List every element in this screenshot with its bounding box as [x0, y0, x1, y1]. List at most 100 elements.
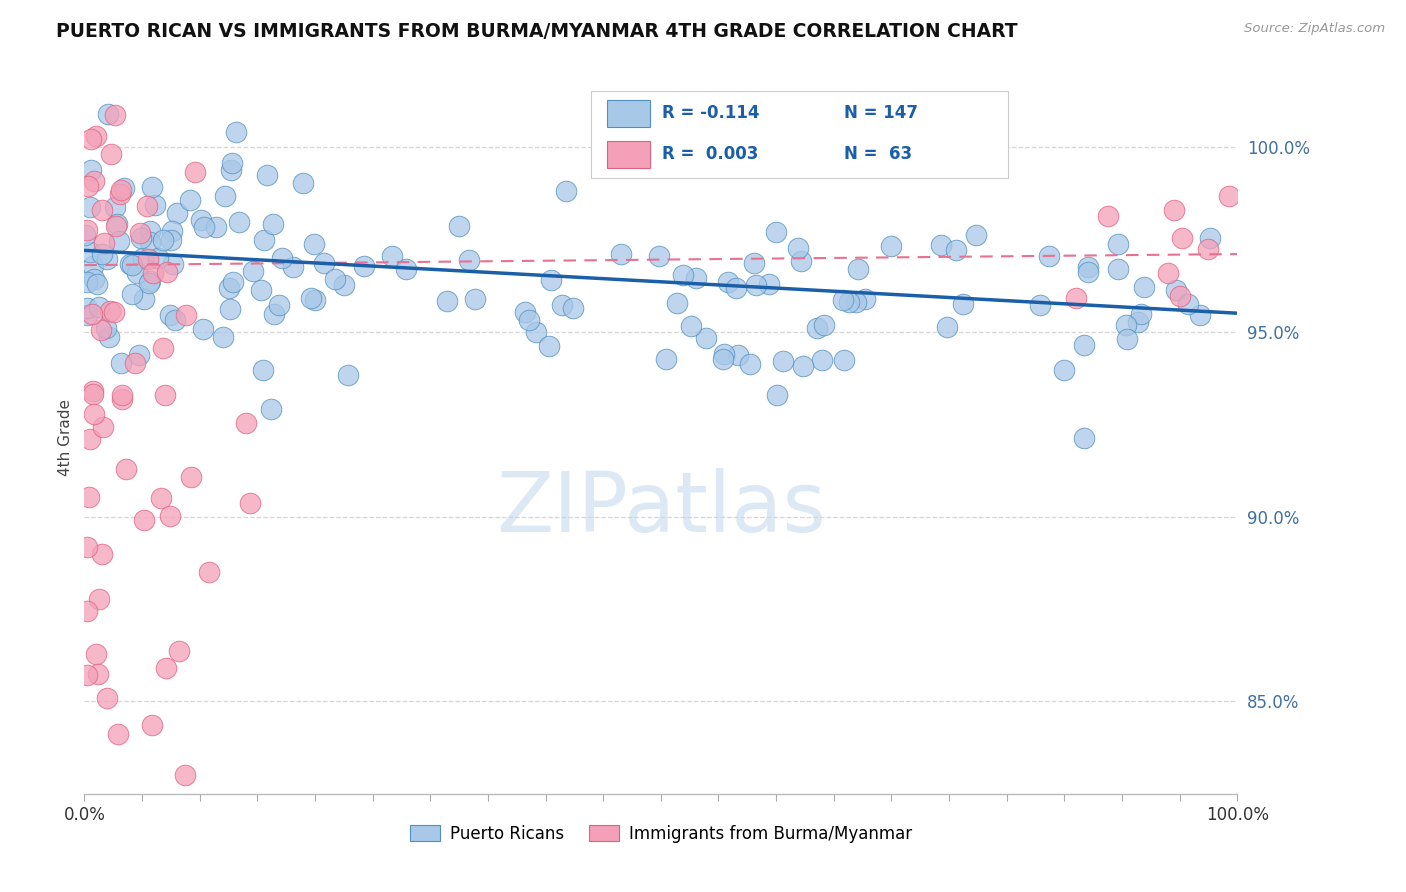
Point — [128, 348, 150, 362]
Text: N =  63: N = 63 — [844, 145, 911, 163]
Point — [118, 256, 141, 270]
Point — [832, 352, 855, 367]
Point — [1107, 236, 1129, 251]
Text: PUERTO RICAN VS IMMIGRANTS FROM BURMA/MYANMAR 4TH GRADE CORRELATION CHART: PUERTO RICAN VS IMMIGRANTS FROM BURMA/MY… — [56, 22, 1018, 41]
Point — [765, 225, 787, 239]
Point — [91, 247, 114, 261]
Point — [160, 224, 183, 238]
Point — [1164, 284, 1187, 298]
Point — [76, 275, 98, 289]
Point — [111, 392, 134, 406]
Point — [139, 235, 162, 249]
Point — [80, 163, 103, 178]
Point — [711, 351, 734, 366]
Point — [225, 125, 247, 139]
Point — [695, 331, 717, 345]
Y-axis label: 4th Grade: 4th Grade — [58, 399, 73, 475]
Point — [1177, 297, 1199, 311]
Point — [537, 339, 560, 353]
Point — [96, 321, 118, 335]
Point — [772, 354, 794, 368]
Point — [76, 223, 98, 237]
Point — [77, 490, 100, 504]
Point — [80, 306, 103, 320]
Point — [323, 272, 346, 286]
Point — [83, 407, 105, 421]
Point — [222, 275, 245, 289]
Point — [80, 132, 103, 146]
Point — [1171, 231, 1194, 245]
Point — [270, 251, 292, 265]
Point — [1097, 209, 1119, 223]
Point — [519, 313, 541, 327]
Point — [235, 416, 257, 430]
Point — [104, 219, 127, 233]
Point — [174, 308, 197, 322]
Point — [141, 717, 163, 731]
Point — [146, 251, 169, 265]
Point — [936, 319, 959, 334]
Point — [380, 250, 402, 264]
Point — [76, 540, 98, 554]
Point — [262, 217, 284, 231]
Point — [716, 275, 738, 289]
Point — [76, 308, 98, 322]
Point — [540, 273, 562, 287]
Point — [464, 292, 486, 306]
Point — [792, 359, 814, 374]
Point — [138, 276, 160, 290]
Point — [1157, 266, 1180, 280]
Point — [83, 174, 105, 188]
Point — [159, 508, 181, 523]
Point — [110, 183, 132, 197]
Point — [156, 265, 179, 279]
Point — [1133, 280, 1156, 294]
Point — [104, 108, 127, 122]
Point — [790, 254, 813, 268]
Point — [166, 206, 188, 220]
Point — [1168, 289, 1191, 303]
Point — [725, 281, 748, 295]
Point — [114, 462, 136, 476]
Point — [155, 388, 177, 402]
Point — [104, 200, 127, 214]
Point — [312, 256, 335, 270]
Point — [86, 277, 108, 291]
Point — [713, 347, 735, 361]
Point — [228, 214, 250, 228]
Point — [811, 352, 834, 367]
Point — [82, 259, 104, 273]
Point — [138, 274, 160, 288]
Point — [1107, 261, 1129, 276]
Point — [787, 242, 810, 256]
Point — [250, 283, 273, 297]
Point — [105, 217, 128, 231]
Point — [100, 147, 122, 161]
Point — [1115, 332, 1137, 346]
Point — [221, 163, 243, 178]
Point — [108, 187, 131, 202]
Point — [159, 308, 181, 322]
Point — [1073, 338, 1095, 352]
Legend: Puerto Ricans, Immigrants from Burma/Myanmar: Puerto Ricans, Immigrants from Burma/Mya… — [404, 819, 918, 850]
Point — [91, 547, 114, 561]
Point — [337, 368, 360, 383]
FancyBboxPatch shape — [591, 91, 1008, 178]
Point — [218, 280, 240, 294]
Point — [211, 330, 233, 344]
Text: N = 147: N = 147 — [844, 104, 918, 122]
Point — [551, 298, 574, 312]
Point — [1066, 291, 1088, 305]
Point — [79, 245, 101, 260]
Point — [77, 179, 100, 194]
Point — [1077, 260, 1099, 275]
Point — [806, 321, 828, 335]
Point — [813, 318, 835, 332]
Point — [758, 277, 780, 291]
Point — [155, 661, 177, 675]
Point — [304, 293, 326, 307]
Point — [83, 272, 105, 286]
Point — [880, 239, 903, 253]
Point — [91, 202, 114, 217]
Point — [513, 305, 536, 319]
